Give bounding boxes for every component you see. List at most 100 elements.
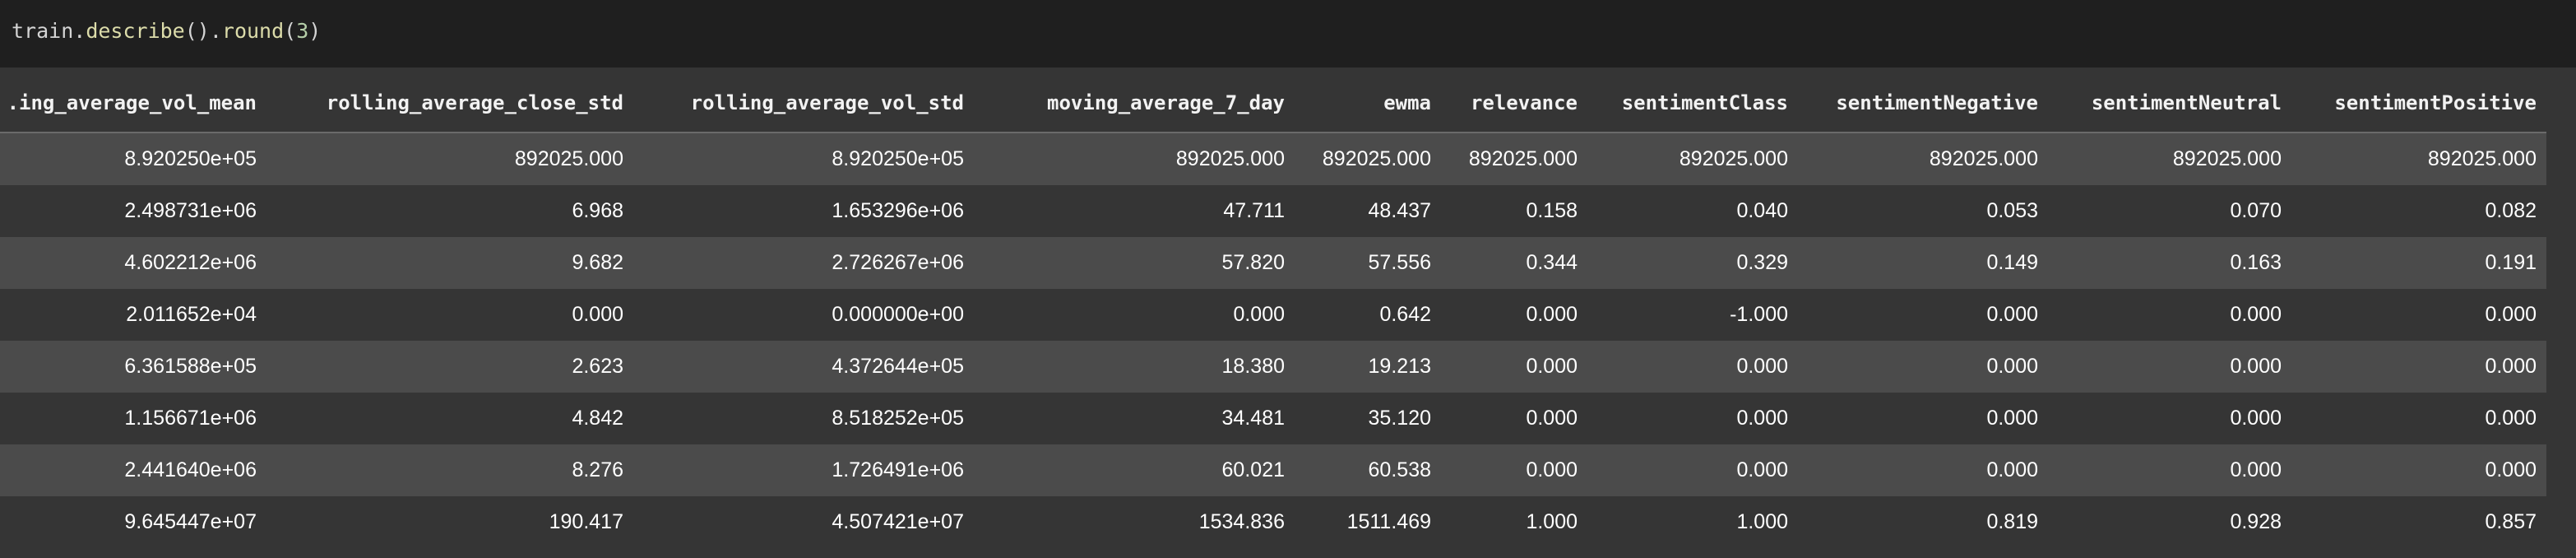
column-header: rolling_average_close_std: [326, 91, 623, 114]
table-row: 8.920250e+05 892025.000 8.920250e+05 892…: [0, 133, 2546, 185]
column-header: ewma: [1383, 91, 1431, 114]
code-method-round: round: [221, 19, 285, 43]
code-cell-input[interactable]: train.describe().round(3): [0, 0, 2576, 67]
table-cell: 6.361588e+05: [0, 341, 266, 393]
table-cell: 6.968: [266, 185, 633, 237]
table-cell: 0.000: [2048, 289, 2291, 341]
table-cell: 0.000: [1587, 341, 1798, 393]
table-cell: 0.070: [2048, 185, 2291, 237]
table-cell: 48.437: [1295, 185, 1441, 237]
table-cell: 0.053: [1798, 185, 2048, 237]
table-cell: 1.726491e+06: [633, 444, 974, 496]
table-cell: 1.653296e+06: [633, 185, 974, 237]
table-row: 4.602212e+06 9.682 2.726267e+06 57.820 5…: [0, 237, 2546, 289]
table-cell: 892025.000: [1587, 133, 1798, 185]
table-row: 1.156671e+06 4.842 8.518252e+05 34.481 3…: [0, 393, 2546, 444]
code-object: train: [12, 19, 74, 43]
table-cell: 0.857: [2291, 496, 2546, 548]
column-header: .ing_average_vol_mean: [7, 91, 257, 114]
table-cell: 34.481: [974, 393, 1295, 444]
table-cell: 0.000: [1798, 289, 2048, 341]
table-cell: 0.000: [1798, 393, 2048, 444]
table-header: .ing_average_vol_mean rolling_average_cl…: [0, 74, 2546, 133]
table-cell: 0.163: [2048, 237, 2291, 289]
column-header: relevance: [1470, 91, 1578, 114]
table-row: 2.441640e+06 8.276 1.726491e+06 60.021 6…: [0, 444, 2546, 496]
table-cell: 0.000: [1441, 393, 1587, 444]
table-cell: 892025.000: [1798, 133, 2048, 185]
table-cell: 0.158: [1441, 185, 1587, 237]
column-header: sentimentNegative: [1836, 91, 2038, 114]
table-cell: 4.372644e+05: [633, 341, 974, 393]
code-line[interactable]: train.describe().round(3): [12, 19, 322, 43]
table-row: 2.498731e+06 6.968 1.653296e+06 47.711 4…: [0, 185, 2546, 237]
table-cell: 892025.000: [974, 133, 1295, 185]
table-cell: 0.000: [266, 289, 633, 341]
table-cell: 0.191: [2291, 237, 2546, 289]
table-cell: 0.040: [1587, 185, 1798, 237]
table-cell: 0.000: [2291, 289, 2546, 341]
table-cell: 57.556: [1295, 237, 1441, 289]
table-cell: 60.021: [974, 444, 1295, 496]
table-cell: 892025.000: [2291, 133, 2546, 185]
table-row: 9.645447e+07 190.417 4.507421e+07 1534.8…: [0, 496, 2546, 548]
table-cell: 4.842: [266, 393, 633, 444]
table-cell: 1511.469: [1295, 496, 1441, 548]
table-cell: 8.920250e+05: [633, 133, 974, 185]
table-cell: 8.276: [266, 444, 633, 496]
table-row: 6.361588e+05 2.623 4.372644e+05 18.380 1…: [0, 341, 2546, 393]
table-cell: 190.417: [266, 496, 633, 548]
table-row: 2.011652e+04 0.000 0.000000e+00 0.000 0.…: [0, 289, 2546, 341]
cell-output: .ing_average_vol_mean rolling_average_cl…: [0, 67, 2576, 558]
code-arg: 3: [296, 19, 309, 43]
table-cell: 0.000: [1441, 444, 1587, 496]
table-cell: 0.642: [1295, 289, 1441, 341]
header-row: .ing_average_vol_mean rolling_average_cl…: [0, 74, 2546, 133]
table-cell: 0.000: [2291, 393, 2546, 444]
table-cell: 8.518252e+05: [633, 393, 974, 444]
table-cell: 4.507421e+07: [633, 496, 974, 548]
table-cell: -1.000: [1587, 289, 1798, 341]
table-cell: 892025.000: [1295, 133, 1441, 185]
column-header: sentimentNeutral: [2091, 91, 2282, 114]
table-cell: 2.011652e+04: [0, 289, 266, 341]
column-header: moving_average_7_day: [1047, 91, 1285, 114]
table-cell: 892025.000: [1441, 133, 1587, 185]
table-cell: 0.000: [2291, 341, 2546, 393]
table-cell: 892025.000: [2048, 133, 2291, 185]
table-cell: 57.820: [974, 237, 1295, 289]
table-cell: 2.726267e+06: [633, 237, 974, 289]
table-cell: 0.000: [2048, 444, 2291, 496]
table-cell: 0.000: [1587, 393, 1798, 444]
table-cell: 0.000: [1441, 341, 1587, 393]
column-header: rolling_average_vol_std: [690, 91, 964, 114]
table-cell: 2.623: [266, 341, 633, 393]
table-cell: 0.344: [1441, 237, 1587, 289]
column-header: sentimentPositive: [2334, 91, 2537, 114]
table-cell: 1.000: [1441, 496, 1587, 548]
table-cell: 0.000: [2291, 444, 2546, 496]
table-cell: 9.645447e+07: [0, 496, 266, 548]
dataframe-table: .ing_average_vol_mean rolling_average_cl…: [0, 74, 2546, 548]
table-cell: 0.000: [1798, 444, 2048, 496]
table-cell: 60.538: [1295, 444, 1441, 496]
table-cell: 18.380: [974, 341, 1295, 393]
table-cell: 1534.836: [974, 496, 1295, 548]
table-cell: 9.682: [266, 237, 633, 289]
table-cell: 892025.000: [266, 133, 633, 185]
table-cell: 35.120: [1295, 393, 1441, 444]
table-cell: 4.602212e+06: [0, 237, 266, 289]
table-cell: 0.000: [2048, 341, 2291, 393]
table-cell: 0.000000e+00: [633, 289, 974, 341]
table-cell: 0.819: [1798, 496, 2048, 548]
table-cell: 0.000: [1441, 289, 1587, 341]
table-cell: 0.149: [1798, 237, 2048, 289]
code-method-describe: describe: [86, 19, 185, 43]
table-cell: 2.498731e+06: [0, 185, 266, 237]
table-cell: 1.000: [1587, 496, 1798, 548]
table-cell: 0.928: [2048, 496, 2291, 548]
table-cell: 0.000: [1798, 341, 2048, 393]
column-header: sentimentClass: [1621, 91, 1788, 114]
table-cell: 8.920250e+05: [0, 133, 266, 185]
table-body: 8.920250e+05 892025.000 8.920250e+05 892…: [0, 133, 2546, 548]
